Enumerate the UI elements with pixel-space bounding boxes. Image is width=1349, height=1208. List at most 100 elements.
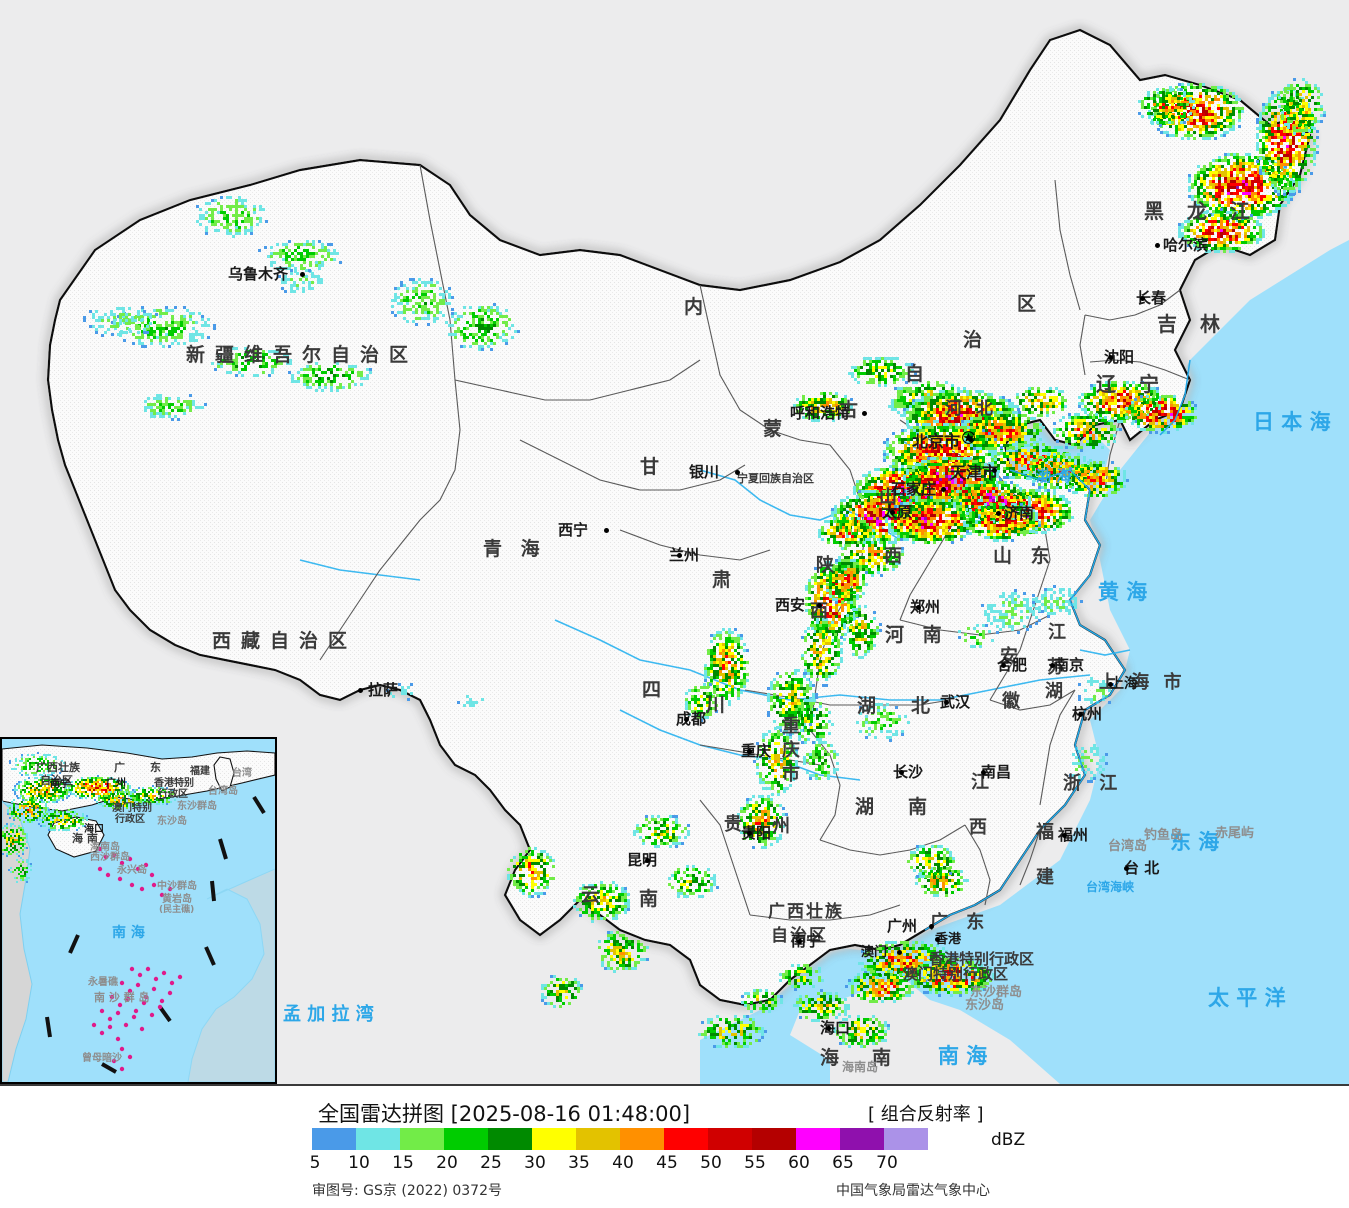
map-canvas[interactable]: 新疆维吾尔自治区 西藏自治区青 海甘肃内蒙古自治区宁夏回族自治区黑 龙 江吉 林辽… [0, 0, 1349, 1084]
reef-dot [115, 1036, 121, 1042]
echo-cell-group [1093, 689, 1108, 701]
echo-cell-group [912, 460, 990, 502]
echo-cell-group [445, 306, 517, 351]
echo-cell-group [885, 947, 927, 977]
echo-cell-group [871, 712, 898, 730]
echo-cell-group [867, 947, 945, 977]
echo-cell-group [840, 496, 921, 538]
colorbar-tick: 5 [309, 1153, 321, 1173]
echo-cell-group [941, 970, 962, 982]
echo-cell-group [860, 363, 899, 381]
echo-cell-group [697, 692, 712, 710]
echo-cell-group [475, 318, 496, 333]
echo-cell-group [579, 887, 630, 917]
echo-cell-group [716, 886, 719, 889]
echo-cell-group [987, 492, 1068, 531]
city-marker-dot [897, 950, 902, 955]
echo-cell-group [999, 598, 1029, 625]
echo-cell-group [303, 365, 354, 386]
echo-cell-group [282, 246, 315, 261]
city-marker-dot [684, 717, 689, 722]
echo-cell-group [958, 624, 988, 639]
echo-cell-group [794, 988, 797, 991]
echo-cell-group [457, 701, 460, 704]
echo-cell-group [1227, 180, 1251, 195]
echo-cell-group [1175, 95, 1220, 125]
city-marker-dot [1124, 866, 1129, 871]
echo-cell-group [849, 620, 861, 641]
colorbar-segment-25 [488, 1128, 532, 1150]
echo-cell-group [1193, 214, 1250, 247]
echo-cell-group [707, 1018, 758, 1045]
echo-cell-group [719, 1024, 749, 1039]
reef-dot [111, 852, 117, 858]
inset-echo-cell-group [110, 795, 134, 805]
reef-dot [99, 1030, 105, 1036]
colorbar-segment-40 [620, 1128, 664, 1150]
echo-cell-group [856, 544, 889, 565]
city-marker-dot [941, 487, 946, 492]
inset-echo-cell-group [15, 801, 41, 817]
echo-cell-group [852, 620, 867, 641]
echo-cell-group [707, 1021, 752, 1045]
city-marker-dot [747, 749, 752, 754]
reef-dot [133, 1008, 139, 1014]
echo-cell-group [424, 302, 427, 305]
echo-cell-group [876, 517, 879, 520]
echo-cell-group [400, 284, 445, 320]
echo-cell-group [986, 496, 995, 508]
echo-cell-group [217, 350, 283, 374]
echo-cell-group [970, 633, 982, 645]
south-china-sea-inset[interactable]: 广西壮族 自治区广东福建 香港特别 行政区 澳门特别 行政区海 南南宁 广州 海口 台湾岛 台湾东… [0, 737, 277, 1084]
reef-dot [127, 1054, 133, 1060]
echo-cell-group [884, 988, 887, 991]
echo-cell-group [1072, 464, 1123, 497]
echo-cell-group [1305, 111, 1308, 114]
city-marker-dot [899, 770, 904, 775]
echo-cell-group [547, 981, 577, 1002]
reef-dot [127, 988, 133, 994]
map-approval-number: 审图号: GS京 (2022) 0372号 [312, 1183, 502, 1199]
city-marker-dot [1062, 833, 1067, 838]
echo-cell-group [585, 890, 618, 911]
reef-dot [115, 1010, 121, 1016]
echo-cell-group [928, 857, 934, 869]
echo-cell-group [915, 463, 984, 502]
echo-cell-group [799, 995, 841, 1019]
echo-cell-group [576, 884, 627, 920]
echo-cell-group [894, 496, 969, 544]
echo-cell-group [994, 426, 1012, 438]
inset-echo-cell-group [152, 795, 156, 797]
echo-cell-group [1010, 481, 1013, 484]
colorbar-segment-30 [532, 1128, 576, 1150]
colorbar-segment-65 [840, 1128, 884, 1150]
city-marker-dot [300, 272, 305, 277]
city-marker-dot [929, 924, 934, 929]
echo-cell-group [801, 741, 804, 744]
echo-cell-group [860, 976, 899, 997]
echo-cell-group [1159, 103, 1174, 109]
echo-cell-group [903, 508, 963, 538]
reef-dot [127, 856, 133, 862]
colorbar-tick: 30 [524, 1153, 546, 1173]
echo-cell-group [1149, 404, 1179, 422]
reef-dot [139, 1026, 145, 1032]
reef-dot [167, 990, 173, 996]
echo-cell-group [792, 702, 828, 741]
echo-cell-group [1271, 118, 1298, 163]
echo-cell-group [267, 240, 339, 273]
inset-echo-cell-group [142, 795, 154, 799]
echo-cell-group [1081, 470, 1108, 488]
echo-cell-group [1025, 393, 1061, 411]
city-marker-dot [1140, 296, 1145, 301]
inset-echo-cell-group [20, 865, 26, 875]
echo-cell-group [454, 306, 511, 345]
reef-dot [97, 866, 103, 872]
echo-cell-group [1035, 588, 1077, 615]
dbz-colorbar[interactable] [312, 1128, 928, 1150]
reef-dot [97, 846, 103, 852]
city-marker-dot [1001, 663, 1006, 668]
colorbar-tick: 65 [832, 1153, 854, 1173]
echo-cell-group [220, 350, 277, 371]
echo-cell-group [165, 327, 168, 330]
